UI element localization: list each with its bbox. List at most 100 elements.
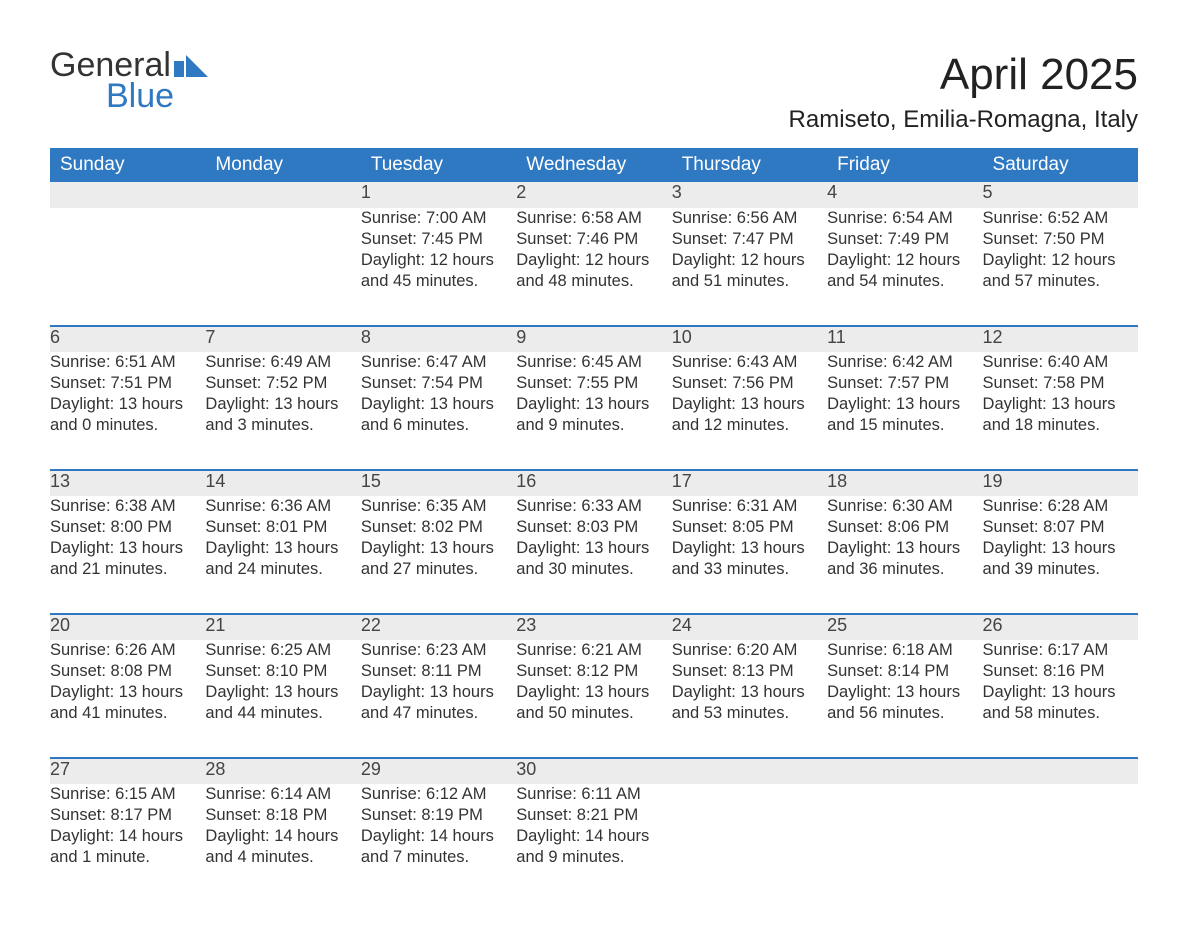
day-data-cell [983, 784, 1138, 902]
day-data-cell: Sunrise: 6:31 AMSunset: 8:05 PMDaylight:… [672, 496, 827, 614]
sunrise-text: Sunrise: 6:17 AM [983, 640, 1138, 661]
sunset-text: Sunset: 8:18 PM [205, 805, 360, 826]
day-number-row: 27282930 [50, 758, 1138, 784]
sunrise-text: Sunrise: 7:00 AM [361, 208, 516, 229]
daylight-text: Daylight: 13 hours and 21 minutes. [50, 538, 205, 580]
logo-word-blue: Blue [106, 81, 208, 112]
day-number-cell: 8 [361, 326, 516, 352]
daylight-text: Daylight: 13 hours and 18 minutes. [983, 394, 1138, 436]
sunset-text: Sunset: 8:21 PM [516, 805, 671, 826]
daylight-text: Daylight: 13 hours and 30 minutes. [516, 538, 671, 580]
day-data-cell: Sunrise: 6:36 AMSunset: 8:01 PMDaylight:… [205, 496, 360, 614]
day-number-cell: 5 [983, 182, 1138, 208]
daylight-text: Daylight: 13 hours and 47 minutes. [361, 682, 516, 724]
day-data-row: Sunrise: 6:26 AMSunset: 8:08 PMDaylight:… [50, 640, 1138, 758]
day-number-cell: 11 [827, 326, 982, 352]
day-data-cell: Sunrise: 6:20 AMSunset: 8:13 PMDaylight:… [672, 640, 827, 758]
day-number-cell: 7 [205, 326, 360, 352]
calendar-page: General Blue April 2025 Ramiseto, Emilia… [0, 0, 1188, 932]
sunrise-text: Sunrise: 6:20 AM [672, 640, 827, 661]
day-data-cell: Sunrise: 6:45 AMSunset: 7:55 PMDaylight:… [516, 352, 671, 470]
sunrise-text: Sunrise: 6:49 AM [205, 352, 360, 373]
day-number-cell: 20 [50, 614, 205, 640]
sunrise-text: Sunrise: 6:42 AM [827, 352, 982, 373]
day-number-cell: 29 [361, 758, 516, 784]
day-number-cell: 14 [205, 470, 360, 496]
day-number-cell: 3 [672, 182, 827, 208]
sunset-text: Sunset: 8:02 PM [361, 517, 516, 538]
day-data-cell: Sunrise: 6:25 AMSunset: 8:10 PMDaylight:… [205, 640, 360, 758]
day-number-cell: 30 [516, 758, 671, 784]
day-data-cell [50, 208, 205, 326]
day-number-cell [50, 182, 205, 208]
sunset-text: Sunset: 7:57 PM [827, 373, 982, 394]
day-number-cell: 26 [983, 614, 1138, 640]
day-number-cell: 12 [983, 326, 1138, 352]
day-data-cell: Sunrise: 6:17 AMSunset: 8:16 PMDaylight:… [983, 640, 1138, 758]
day-number-cell: 4 [827, 182, 982, 208]
day-number-cell: 15 [361, 470, 516, 496]
sunrise-text: Sunrise: 6:51 AM [50, 352, 205, 373]
day-data-row: Sunrise: 6:15 AMSunset: 8:17 PMDaylight:… [50, 784, 1138, 902]
day-data-cell: Sunrise: 6:33 AMSunset: 8:03 PMDaylight:… [516, 496, 671, 614]
logo: General Blue [50, 50, 208, 111]
sunrise-text: Sunrise: 6:40 AM [983, 352, 1138, 373]
sunrise-text: Sunrise: 6:11 AM [516, 784, 671, 805]
day-number-row: 12345 [50, 182, 1138, 208]
day-data-cell: Sunrise: 6:21 AMSunset: 8:12 PMDaylight:… [516, 640, 671, 758]
sunset-text: Sunset: 8:05 PM [672, 517, 827, 538]
sunrise-text: Sunrise: 6:45 AM [516, 352, 671, 373]
daylight-text: Daylight: 13 hours and 0 minutes. [50, 394, 205, 436]
day-data-cell: Sunrise: 6:30 AMSunset: 8:06 PMDaylight:… [827, 496, 982, 614]
sunrise-text: Sunrise: 6:18 AM [827, 640, 982, 661]
day-data-cell: Sunrise: 6:18 AMSunset: 8:14 PMDaylight:… [827, 640, 982, 758]
daylight-text: Daylight: 13 hours and 41 minutes. [50, 682, 205, 724]
sunset-text: Sunset: 8:01 PM [205, 517, 360, 538]
day-number-row: 20212223242526 [50, 614, 1138, 640]
sunrise-text: Sunrise: 6:35 AM [361, 496, 516, 517]
sunrise-text: Sunrise: 6:33 AM [516, 496, 671, 517]
daylight-text: Daylight: 12 hours and 45 minutes. [361, 250, 516, 292]
sunset-text: Sunset: 8:14 PM [827, 661, 982, 682]
day-data-row: Sunrise: 7:00 AMSunset: 7:45 PMDaylight:… [50, 208, 1138, 326]
sunset-text: Sunset: 7:47 PM [672, 229, 827, 250]
sunrise-text: Sunrise: 6:28 AM [983, 496, 1138, 517]
day-data-cell: Sunrise: 6:40 AMSunset: 7:58 PMDaylight:… [983, 352, 1138, 470]
sunrise-text: Sunrise: 6:12 AM [361, 784, 516, 805]
sunset-text: Sunset: 8:06 PM [827, 517, 982, 538]
sunrise-text: Sunrise: 6:21 AM [516, 640, 671, 661]
sunset-text: Sunset: 7:52 PM [205, 373, 360, 394]
day-data-cell [827, 784, 982, 902]
day-data-cell [672, 784, 827, 902]
sunset-text: Sunset: 8:17 PM [50, 805, 205, 826]
day-number-cell [827, 758, 982, 784]
daylight-text: Daylight: 13 hours and 53 minutes. [672, 682, 827, 724]
sunset-text: Sunset: 8:12 PM [516, 661, 671, 682]
daylight-text: Daylight: 13 hours and 24 minutes. [205, 538, 360, 580]
day-number-cell: 25 [827, 614, 982, 640]
sunset-text: Sunset: 7:51 PM [50, 373, 205, 394]
day-data-cell: Sunrise: 7:00 AMSunset: 7:45 PMDaylight:… [361, 208, 516, 326]
sunrise-text: Sunrise: 6:30 AM [827, 496, 982, 517]
day-number-row: 13141516171819 [50, 470, 1138, 496]
day-data-cell: Sunrise: 6:56 AMSunset: 7:47 PMDaylight:… [672, 208, 827, 326]
sunset-text: Sunset: 7:49 PM [827, 229, 982, 250]
day-number-cell: 2 [516, 182, 671, 208]
sunset-text: Sunset: 8:16 PM [983, 661, 1138, 682]
sunset-text: Sunset: 7:46 PM [516, 229, 671, 250]
sunrise-text: Sunrise: 6:54 AM [827, 208, 982, 229]
daylight-text: Daylight: 12 hours and 48 minutes. [516, 250, 671, 292]
day-data-cell: Sunrise: 6:23 AMSunset: 8:11 PMDaylight:… [361, 640, 516, 758]
day-data-cell: Sunrise: 6:14 AMSunset: 8:18 PMDaylight:… [205, 784, 360, 902]
daylight-text: Daylight: 14 hours and 7 minutes. [361, 826, 516, 868]
sunset-text: Sunset: 7:56 PM [672, 373, 827, 394]
daylight-text: Daylight: 13 hours and 15 minutes. [827, 394, 982, 436]
daylight-text: Daylight: 13 hours and 50 minutes. [516, 682, 671, 724]
daylight-text: Daylight: 13 hours and 3 minutes. [205, 394, 360, 436]
title-block: April 2025 Ramiseto, Emilia-Romagna, Ita… [789, 50, 1138, 134]
day-data-cell: Sunrise: 6:49 AMSunset: 7:52 PMDaylight:… [205, 352, 360, 470]
day-data-row: Sunrise: 6:51 AMSunset: 7:51 PMDaylight:… [50, 352, 1138, 470]
day-number-cell: 21 [205, 614, 360, 640]
sunrise-text: Sunrise: 6:23 AM [361, 640, 516, 661]
day-data-cell: Sunrise: 6:12 AMSunset: 8:19 PMDaylight:… [361, 784, 516, 902]
